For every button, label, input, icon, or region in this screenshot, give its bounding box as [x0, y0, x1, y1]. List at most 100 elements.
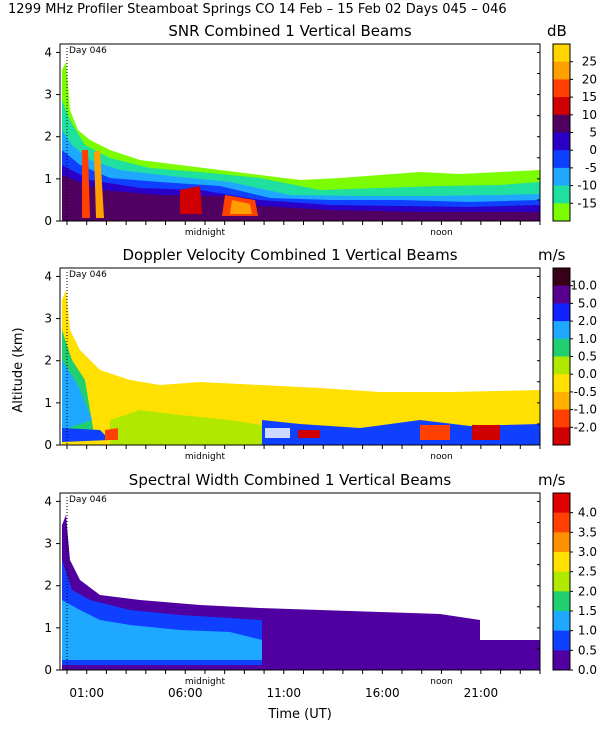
colorbar-swatch: [553, 268, 570, 287]
width-day-label: Day 046: [69, 495, 107, 505]
colorbar-label: -2.0: [574, 420, 597, 434]
colorbar-label: 2.0: [578, 584, 597, 598]
y-tick-label: 4: [44, 494, 52, 508]
colorbar-swatch: [553, 150, 570, 169]
doppler-field: [62, 290, 540, 445]
spectral-width-panel: Day 046 0 1 2 3 4 01:00 06:00 11:00 16:00 21:00 m…: [44, 492, 597, 700]
figure-title: 1299 MHz Profiler Steamboat Springs CO 1…: [8, 2, 507, 17]
width-x-axis: 01:00 06:00 11:00 16:00 21:00 midnight noon: [66, 670, 541, 700]
y-tick-label: 1: [44, 396, 52, 410]
colorbar-label: -5: [585, 161, 597, 175]
y-tick-label: 2: [44, 354, 52, 368]
y-axis-label: Altitude (km): [11, 327, 26, 412]
x-tick-label: midnight: [185, 228, 226, 238]
colorbar-swatch: [553, 374, 570, 393]
colorbar-label: 0.5: [578, 350, 597, 364]
colorbar-swatch: [553, 356, 570, 375]
y-tick-label: 1: [44, 172, 52, 186]
colorbar-label: 5: [589, 126, 597, 140]
colorbar-swatch: [553, 630, 570, 651]
colorbar-label: 15: [582, 90, 597, 104]
x-tick-label: 21:00: [464, 686, 499, 700]
colorbar-swatch: [553, 61, 570, 80]
colorbar-label: 3.0: [578, 545, 597, 559]
colorbar-swatch: [553, 338, 570, 357]
colorbar-swatch: [553, 44, 570, 63]
snr-y-axis: 0 1 2 3 4: [44, 45, 540, 228]
panel-2-units: m/s: [538, 246, 566, 264]
doppler-panel: Day 046 0 1 2 3 4 midnight noon 10.0 5.0 2.0 1.0…: [44, 267, 597, 462]
colorbar-frame: [552, 492, 571, 671]
colorbar-swatch: [553, 79, 570, 98]
doppler-x-axis: midnight noon: [66, 445, 541, 462]
colorbar-swatch: [553, 114, 570, 133]
colorbar-swatch: [553, 185, 570, 204]
snr-colorbar: 25 20 15 10 5 0 -5 -10 -15: [552, 43, 597, 222]
colorbar-swatch: [553, 512, 570, 533]
y-tick-label: 0: [44, 214, 52, 228]
colorbar-label: 20: [582, 72, 597, 86]
colorbar-swatch: [553, 303, 570, 322]
x-tick-label: noon: [430, 452, 452, 462]
y-tick-label: 3: [44, 312, 52, 326]
x-tick-label: 01:00: [69, 686, 104, 700]
colorbar-swatch: [553, 132, 570, 151]
panel-1-title: SNR Combined 1 Vertical Beams: [168, 22, 412, 40]
colorbar-swatch: [553, 611, 570, 632]
colorbar-label: 10.0: [570, 279, 597, 293]
colorbar-label: 1.5: [578, 604, 597, 618]
noon-label: noon: [430, 677, 452, 687]
snr-day-label: Day 046: [69, 46, 107, 56]
colorbar-label: 5.0: [578, 296, 597, 310]
colorbar-swatch: [553, 321, 570, 340]
doppler-frame: [59, 267, 541, 446]
colorbar-swatch: [553, 167, 570, 187]
colorbar-swatch: [553, 493, 570, 514]
y-tick-label: 4: [44, 45, 52, 59]
colorbar-label: 0.5: [578, 643, 597, 657]
midnight-label: midnight: [185, 677, 226, 687]
colorbar-label: -15: [577, 196, 597, 210]
panel-1-units: dB: [547, 22, 567, 40]
snr-panel: Day 046 0 1 2 3 4 midnight noon 25 20 15 10 5 0 -5 -…: [44, 43, 597, 238]
colorbar-label: 0.0: [578, 663, 597, 677]
doppler-colorbar: 10.0 5.0 2.0 1.0 0.5 0.0 -0.5 -1.0 -2.0: [552, 267, 597, 446]
snr-x-axis: midnight noon: [66, 221, 541, 238]
colorbar-label: -10: [577, 179, 597, 193]
snr-frame: [59, 43, 541, 222]
colorbar-swatch: [553, 532, 570, 553]
y-tick-label: 0: [44, 663, 52, 677]
colorbar-label: 3.5: [578, 525, 597, 539]
panel-2-title: Doppler Velocity Combined 1 Vertical Bea…: [122, 246, 458, 264]
doppler-day-label: Day 046: [69, 270, 107, 280]
y-tick-label: 3: [44, 88, 52, 102]
x-axis-label: Time (UT): [267, 707, 332, 722]
colorbar-swatch: [553, 203, 570, 222]
width-field: [62, 515, 540, 670]
colorbar-swatch: [553, 552, 570, 573]
colorbar-swatch: [553, 571, 570, 592]
panel-3-title: Spectral Width Combined 1 Vertical Beams: [128, 471, 452, 489]
y-tick-label: 2: [44, 579, 52, 593]
colorbar-label: 4.0: [578, 506, 597, 520]
width-y-axis: 0 1 2 3 4: [44, 494, 540, 677]
y-tick-label: 1: [44, 621, 52, 635]
x-tick-label: noon: [430, 228, 452, 238]
colorbar-label: 0.0: [578, 367, 597, 381]
colorbar-label: 0: [589, 143, 597, 157]
colorbar-label: 1.0: [578, 332, 597, 346]
colorbar-label: 2.0: [578, 314, 597, 328]
x-tick-label: 11:00: [266, 686, 301, 700]
y-tick-label: 2: [44, 130, 52, 144]
colorbar-swatch: [553, 650, 570, 671]
colorbar-label: 1.0: [578, 624, 597, 638]
colorbar-label: 10: [582, 108, 597, 122]
colorbar-swatch: [553, 285, 570, 304]
width-colorbar: 4.0 3.5 3.0 2.5 2.0 1.5 1.0 0.5 0.0: [552, 492, 597, 677]
panel-3-units: m/s: [538, 471, 566, 489]
y-tick-label: 3: [44, 537, 52, 551]
snr-field: [62, 62, 540, 221]
x-tick-label: midnight: [185, 452, 226, 462]
x-tick-label: 06:00: [168, 686, 203, 700]
